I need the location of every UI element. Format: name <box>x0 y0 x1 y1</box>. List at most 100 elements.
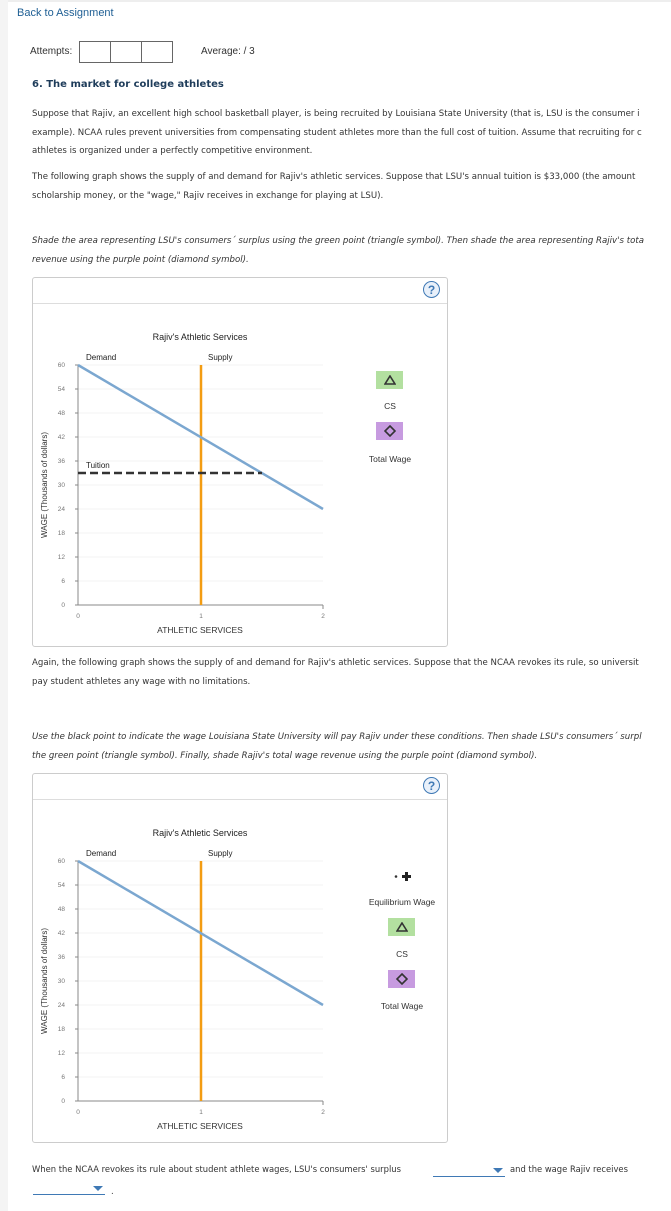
final-sentence-part2: and the wage Rajiv receives <box>510 1164 628 1174</box>
attempt-box <box>79 41 111 63</box>
demand-label: Demand <box>86 353 116 362</box>
y-ticks <box>75 860 324 1105</box>
graph1-panel-header: ? <box>33 278 447 304</box>
wage-change-dropdown[interactable] <box>33 1182 105 1195</box>
svg-text:36: 36 <box>58 954 66 961</box>
text-line: revenue using the purple point (diamond … <box>32 254 249 265</box>
svg-text:12: 12 <box>58 1050 66 1057</box>
text-line: the green point (triangle symbol). Final… <box>32 750 538 761</box>
svg-text:48: 48 <box>58 410 66 417</box>
equilibrium-wage-point-tool[interactable] <box>388 867 416 885</box>
final-sentence-end: . <box>111 1186 114 1196</box>
demand-label: Demand <box>86 849 116 858</box>
left-gutter <box>0 0 8 1211</box>
svg-text:30: 30 <box>58 482 66 489</box>
cs-tool-label: CS <box>396 949 408 959</box>
graph2-chart[interactable]: Rajiv's Athletic Services 06121824303642… <box>33 799 447 1141</box>
total-wage-diamond-tool[interactable] <box>376 422 403 440</box>
x-axis-label: ATHLETIC SERVICES <box>157 625 243 635</box>
text-line: example). NCAA rules prevent universitie… <box>32 127 642 138</box>
svg-text:6: 6 <box>61 578 65 585</box>
attempt-box <box>110 41 142 63</box>
graph2-instructions: Use the black point to indicate the wage… <box>32 728 642 765</box>
text-line: pay student athletes any wage with no li… <box>32 676 251 687</box>
text-line: scholarship money, or the "wage," Rajiv … <box>32 190 384 201</box>
graph1-description: The following graph shows the supply of … <box>32 168 635 205</box>
svg-text:0: 0 <box>76 613 80 620</box>
graph1-chart[interactable]: Rajiv's Athletic Services 06121824303642… <box>33 303 447 645</box>
tuition-label: Tuition <box>86 461 110 470</box>
svg-text:42: 42 <box>58 930 66 937</box>
svg-text:6: 6 <box>61 1074 65 1081</box>
help-icon[interactable]: ? <box>423 281 440 298</box>
question-title: 6. The market for college athletes <box>32 79 224 90</box>
graph2-panel: ? Rajiv's Athletic Services 0 6 12 18 24 30 36… <box>32 773 448 1143</box>
average-score: Average: / 3 <box>201 46 255 57</box>
back-to-assignment-link[interactable]: Back to Assignment <box>17 7 114 19</box>
cs-change-dropdown[interactable] <box>433 1164 505 1177</box>
graph1-instructions: Shade the area representing LSU's consum… <box>32 232 644 269</box>
svg-text:60: 60 <box>58 858 66 865</box>
total-wage-tool-label: Total Wage <box>368 454 412 464</box>
supply-label: Supply <box>208 849 232 858</box>
x-tick-labels: 0 1 2 <box>76 1109 325 1116</box>
svg-text:1: 1 <box>199 613 203 620</box>
svg-text:24: 24 <box>58 506 66 513</box>
x-tick-labels: 0 1 2 <box>76 613 325 620</box>
y-tick-labels: 0 6 12 18 24 30 36 42 48 54 60 <box>58 362 66 609</box>
demand-line[interactable] <box>77 363 324 511</box>
svg-text:42: 42 <box>58 434 66 441</box>
text-line: Again, the following graph shows the sup… <box>32 658 639 668</box>
help-icon[interactable]: ? <box>423 777 440 794</box>
demand-line[interactable] <box>77 859 324 1007</box>
text-line: The following graph shows the supply of … <box>32 172 636 182</box>
total-wage-tool-label: Total Wage <box>380 1001 424 1011</box>
cs-triangle-tool[interactable] <box>376 371 403 389</box>
black-plus-point-icon <box>394 872 411 881</box>
chevron-down-icon <box>93 1186 103 1191</box>
diamond-icon <box>383 425 396 437</box>
text-line: Shade the area representing LSU's consum… <box>32 236 644 246</box>
equilibrium-wage-tool-label: Equilibrium Wage <box>368 897 436 907</box>
graph2-description: Again, the following graph shows the sup… <box>32 654 639 691</box>
attempts-label: Attempts: <box>30 46 73 57</box>
svg-text:54: 54 <box>58 882 66 889</box>
svg-text:0: 0 <box>61 1098 65 1105</box>
svg-text:48: 48 <box>58 906 66 913</box>
svg-text:2: 2 <box>321 1109 325 1116</box>
chart-title: Rajiv's Athletic Services <box>153 332 248 342</box>
supply-label: Supply <box>208 353 232 362</box>
y-axis-label: WAGE (Thousands of dollars) <box>40 432 49 538</box>
cs-triangle-tool[interactable] <box>388 918 415 936</box>
svg-text:18: 18 <box>58 1026 66 1033</box>
svg-text:1: 1 <box>199 1109 203 1116</box>
svg-text:0: 0 <box>76 1109 80 1116</box>
attempt-boxes <box>79 41 173 63</box>
svg-text:24: 24 <box>58 1002 66 1009</box>
top-border <box>8 0 671 2</box>
svg-text:12: 12 <box>58 554 66 561</box>
graph2-panel-header: ? <box>33 774 447 800</box>
attempt-box <box>141 41 173 63</box>
chart-title: Rajiv's Athletic Services <box>153 828 248 838</box>
y-tick-labels: 0 6 12 18 24 30 36 42 48 54 60 <box>58 858 66 1105</box>
x-axis-label: ATHLETIC SERVICES <box>157 1121 243 1131</box>
svg-text:2: 2 <box>321 613 325 620</box>
total-wage-diamond-tool[interactable] <box>388 970 415 988</box>
final-sentence-part1: When the NCAA revokes its rule about stu… <box>32 1164 401 1174</box>
svg-text:0: 0 <box>61 602 65 609</box>
y-ticks <box>75 364 324 609</box>
triangle-icon <box>383 375 396 385</box>
triangle-icon <box>395 922 408 932</box>
svg-text:18: 18 <box>58 530 66 537</box>
y-axis-label: WAGE (Thousands of dollars) <box>40 928 49 1034</box>
svg-text:60: 60 <box>58 362 66 369</box>
cs-tool-label: CS <box>384 401 396 411</box>
text-line: Use the black point to indicate the wage… <box>32 732 642 742</box>
text-line: Suppose that Rajiv, an excellent high sc… <box>32 109 640 119</box>
diamond-icon <box>395 973 408 985</box>
text-line: athletes is organized under a perfectly … <box>32 146 313 156</box>
intro-paragraph: Suppose that Rajiv, an excellent high sc… <box>32 105 642 161</box>
chevron-down-icon <box>493 1168 503 1173</box>
svg-text:30: 30 <box>58 978 66 985</box>
